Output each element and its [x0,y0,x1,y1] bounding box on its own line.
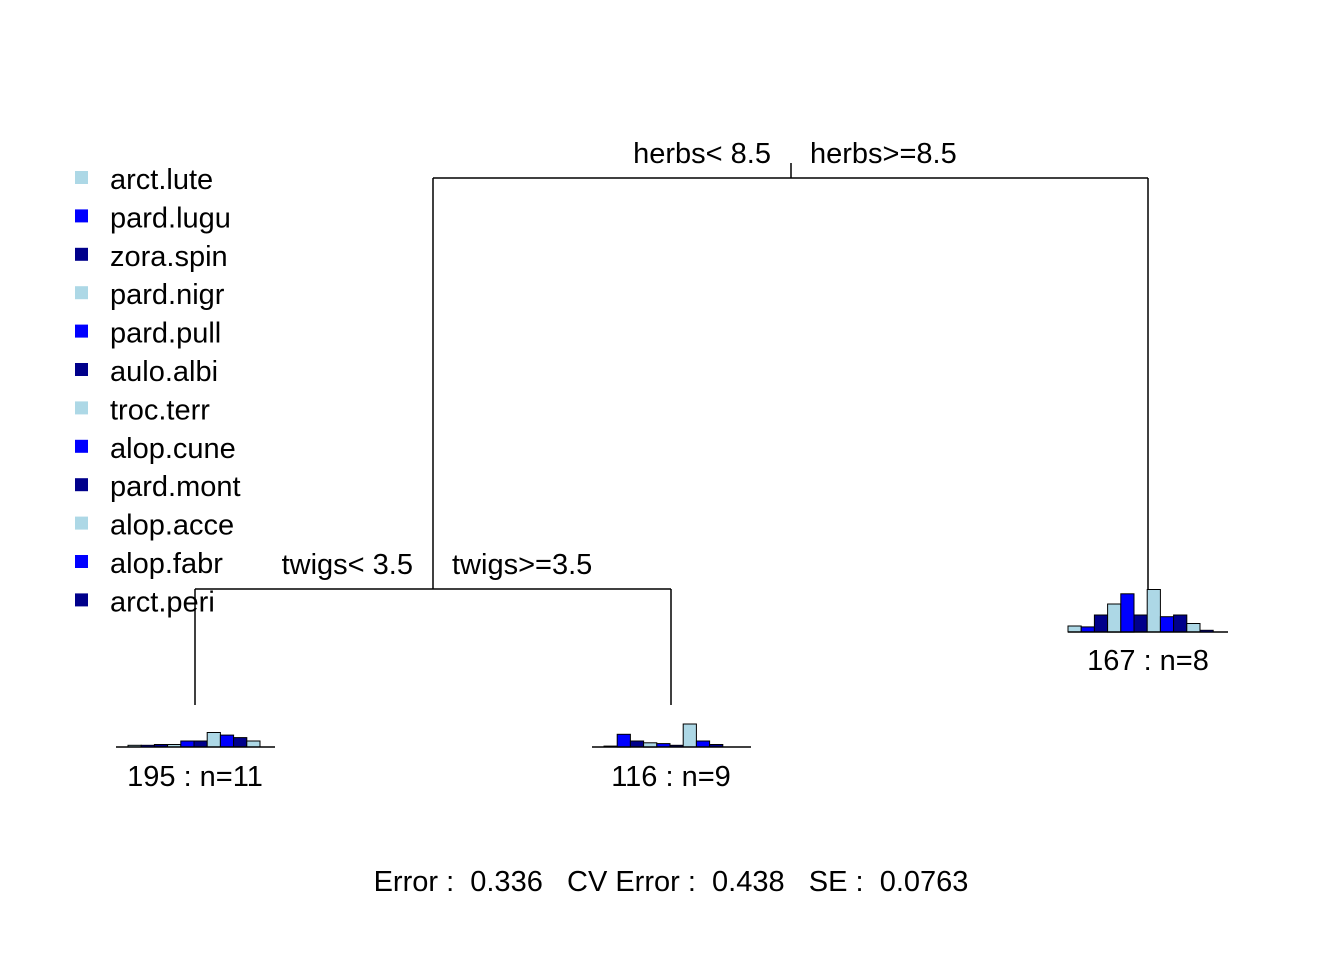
species-legend: arct.lute pard.lugu zora.spin pard.nigr pard… [75,164,241,618]
leaf-3-histogram [1067,589,1214,633]
cv-error-label: CV Error : [567,866,696,898]
se-label: SE : [809,866,864,898]
legend-swatch-12 [75,593,88,607]
legend-swatch-9 [75,478,88,492]
leaf-2-bar-2 [616,733,631,748]
leaf-3-bar-3 [1093,614,1109,633]
legend-label-8: alop.cune [110,433,236,465]
leaf-3-bar-5 [1120,593,1135,633]
leaf-1-label: 195 : n=11 [127,761,263,793]
legend-label-11: alop.fabr [110,548,223,580]
legend-swatch-10 [75,516,88,530]
leaf-1-bar-5 [180,740,195,748]
second-split-right-label: twigs>=3.5 [452,549,592,581]
legend-swatch-3 [75,247,88,261]
legend-label-7: troc.terr [110,394,210,426]
leaf-1-bar-9 [233,737,248,748]
legend-swatch-8 [75,439,88,453]
error-summary: Error : 0.336 CV Error : 0.438 SE : 0.07… [374,866,969,898]
legend-label-10: alop.acce [110,510,234,542]
se-value: 0.0763 [880,866,969,898]
leaf-3-bar-8 [1159,616,1175,633]
leaf-2-bar-7 [682,723,697,748]
root-split-right-label: herbs>=8.5 [810,138,957,170]
leaf-3-bar-1 [1067,625,1082,633]
leaf-3-bar-10 [1186,623,1201,633]
legend-swatch-7 [75,401,88,415]
legend-swatch-6 [75,363,88,376]
legend-swatch-4 [75,286,88,300]
legend-swatch-2 [75,209,88,223]
legend-label-1: arct.lute [110,164,213,196]
leaf-3-bar-9 [1173,614,1188,633]
leaf-3-bar-6 [1133,614,1148,633]
leaf-1-bar-8 [219,734,235,748]
leaf-1-bar-7 [206,732,221,748]
error-value: 0.336 [470,866,543,898]
root-split-left-label: herbs< 8.5 [633,138,771,170]
legend-label-5: pard.pull [110,318,221,350]
leaf-1-histogram [127,732,261,748]
leaf-3-bar-2 [1080,626,1095,633]
leaf-1-bar-10 [246,740,261,748]
legend-label-4: pard.nigr [110,279,225,311]
error-label: Error : [374,866,455,898]
legend-label-6: aulo.albi [110,356,218,388]
leaf-3-label: 167 : n=8 [1087,645,1209,677]
legend-swatch-11 [75,555,88,568]
legend-label-9: pard.mont [110,471,241,503]
tree-edges [194,163,1149,705]
leaf-1-bar-6 [193,740,208,748]
legend-swatch-1 [75,171,88,184]
second-split-left-label: twigs< 3.5 [282,549,413,581]
legend-swatch-5 [75,324,88,338]
leaf-3-bar-7 [1146,589,1161,633]
leaf-2-bar-8 [695,740,711,748]
leaf-2-label: 116 : n=9 [611,761,731,793]
legend-label-3: zora.spin [110,241,228,273]
leaf-2-histogram [603,723,724,748]
legend-label-2: pard.lugu [110,202,231,234]
legend-label-12: arct.peri [110,586,215,618]
cv-error-value: 0.438 [712,866,785,898]
leaf-2-bar-3 [629,740,645,748]
leaf-3-bar-4 [1107,603,1122,633]
